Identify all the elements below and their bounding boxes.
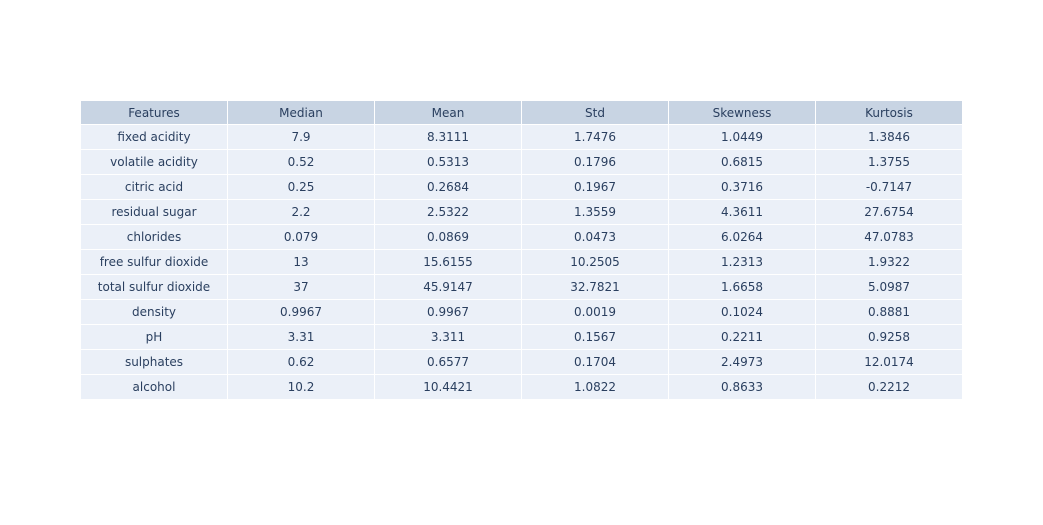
table-cell: 0.9258 [815,324,963,350]
table-cell: 45.9147 [374,274,522,300]
table-cell: 0.2684 [374,174,522,200]
table-row: sulphates 0.62 0.6577 0.1704 2.4973 12.0174 [80,349,963,375]
table-cell: 1.2313 [668,249,816,275]
table-cell: 3.311 [374,324,522,350]
table-row: density 0.9967 0.9967 0.0019 0.1024 0.8881 [80,299,963,325]
table-cell: 12.0174 [815,349,963,375]
feature-name-cell: alcohol [80,374,228,400]
table-cell: 1.0449 [668,124,816,150]
feature-name-cell: citric acid [80,174,228,200]
table-cell: 2.4973 [668,349,816,375]
table-cell: 0.5313 [374,149,522,175]
column-header: Std [521,100,669,125]
table-cell: 0.1796 [521,149,669,175]
table-cell: 0.2211 [668,324,816,350]
table-cell: 0.52 [227,149,375,175]
table-row: residual sugar 2.2 2.5322 1.3559 4.3611 27.67… [80,199,963,225]
column-header: Features [80,100,228,125]
table-row: total sulfur dioxide 37 45.9147 32.7821 1.66… [80,274,963,300]
feature-name-cell: residual sugar [80,199,228,225]
statistics-table: Features Median Mean Std Skewness Kurtosis fi… [80,100,963,400]
table-cell: 0.6815 [668,149,816,175]
table-cell: 4.3611 [668,199,816,225]
feature-name-cell: chlorides [80,224,228,250]
table-cell: 0.1567 [521,324,669,350]
table-cell: 2.2 [227,199,375,225]
table-cell: 27.6754 [815,199,963,225]
feature-name-cell: density [80,299,228,325]
table-cell: 0.8881 [815,299,963,325]
table-cell: 0.079 [227,224,375,250]
table-cell: 2.5322 [374,199,522,225]
table-cell: 13 [227,249,375,275]
feature-name-cell: free sulfur dioxide [80,249,228,275]
table-row: citric acid 0.25 0.2684 0.1967 0.3716 -0.7147 [80,174,963,200]
table-cell: 0.6577 [374,349,522,375]
table-cell: 6.0264 [668,224,816,250]
table-row: chlorides 0.079 0.0869 0.0473 6.0264 47.0783 [80,224,963,250]
table-cell: -0.7147 [815,174,963,200]
table-row: pH 3.31 3.311 0.1567 0.2211 0.9258 [80,324,963,350]
table-cell: 32.7821 [521,274,669,300]
table-cell: 0.0019 [521,299,669,325]
table-header-row: Features Median Mean Std Skewness Kurtosis [80,100,963,125]
table-cell: 10.4421 [374,374,522,400]
table-cell: 47.0783 [815,224,963,250]
column-header: Median [227,100,375,125]
table-row: alcohol 10.2 10.4421 1.0822 0.8633 0.2212 [80,374,963,400]
table-cell: 0.62 [227,349,375,375]
table-body: fixed acidity 7.9 8.3111 1.7476 1.0449 1.3846… [80,124,963,400]
table-cell: 0.9967 [374,299,522,325]
table-cell: 0.1967 [521,174,669,200]
table-cell: 0.25 [227,174,375,200]
table-cell: 1.0822 [521,374,669,400]
table-cell: 1.3755 [815,149,963,175]
table-cell: 8.3111 [374,124,522,150]
table-cell: 15.6155 [374,249,522,275]
table-cell: 10.2 [227,374,375,400]
feature-name-cell: sulphates [80,349,228,375]
table-row: volatile acidity 0.52 0.5313 0.1796 0.6815 1.… [80,149,963,175]
table-cell: 0.0869 [374,224,522,250]
table-cell: 0.1704 [521,349,669,375]
feature-name-cell: fixed acidity [80,124,228,150]
table-cell: 37 [227,274,375,300]
table-row: fixed acidity 7.9 8.3111 1.7476 1.0449 1.3846 [80,124,963,150]
table-cell: 0.2212 [815,374,963,400]
table-cell: 0.8633 [668,374,816,400]
table-cell: 1.3559 [521,199,669,225]
table-cell: 0.3716 [668,174,816,200]
table-cell: 3.31 [227,324,375,350]
column-header: Kurtosis [815,100,963,125]
feature-name-cell: volatile acidity [80,149,228,175]
table-row: free sulfur dioxide 13 15.6155 10.2505 1.231… [80,249,963,275]
table-cell: 1.3846 [815,124,963,150]
column-header: Skewness [668,100,816,125]
table-cell: 1.7476 [521,124,669,150]
feature-name-cell: pH [80,324,228,350]
table-cell: 0.9967 [227,299,375,325]
column-header: Mean [374,100,522,125]
table-cell: 0.0473 [521,224,669,250]
feature-name-cell: total sulfur dioxide [80,274,228,300]
table-cell: 1.6658 [668,274,816,300]
table-cell: 0.1024 [668,299,816,325]
table-cell: 10.2505 [521,249,669,275]
table-cell: 7.9 [227,124,375,150]
table-cell: 5.0987 [815,274,963,300]
table-cell: 1.9322 [815,249,963,275]
